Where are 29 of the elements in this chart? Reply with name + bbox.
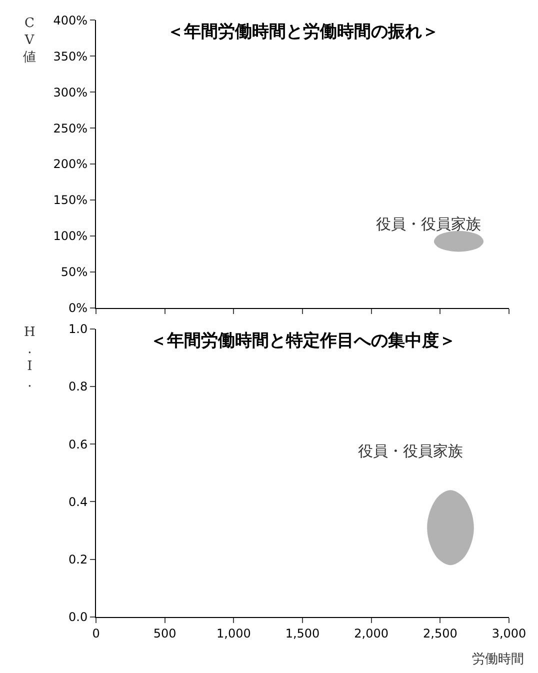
- y-tick-label: 200%: [53, 157, 88, 172]
- y-axis-title: CV値: [23, 16, 36, 65]
- x-tick-label: 0: [92, 626, 100, 640]
- annotation: 役員・役員家族: [358, 442, 463, 460]
- y-axis-title: H.I.: [24, 325, 36, 391]
- x-tick-label: 3,000: [492, 626, 526, 640]
- y-tick-label: 0%: [68, 301, 88, 316]
- x-tick-label: 2,000: [354, 626, 389, 640]
- y-tick-label: 350%: [53, 49, 88, 64]
- x-tick-label: 1,500: [285, 626, 320, 640]
- y-tick-label: 150%: [53, 193, 88, 208]
- x-tick-label: 2,500: [422, 626, 458, 640]
- chart-title: ＜年間労働時間と特定作目への集中度＞: [150, 331, 456, 351]
- y-tick-label: 0.4: [68, 494, 88, 509]
- chart-title: ＜年間労働時間と労働時間の振れ＞: [167, 22, 439, 42]
- y-tick-label: 0.8: [68, 380, 88, 394]
- y-tick-label: 0.0: [68, 610, 88, 624]
- y-tick-label: 1.0: [68, 322, 88, 336]
- annotation: 役員・役員家族: [376, 215, 481, 233]
- y-tick-label: 0.2: [68, 552, 88, 567]
- y-tick-label: 250%: [53, 121, 88, 136]
- y-tick-label: 400%: [53, 13, 88, 28]
- y-tick-label: 50%: [60, 265, 88, 280]
- y-tick-label: 300%: [53, 85, 88, 100]
- x-tick-label: 1,000: [216, 626, 251, 640]
- x-axis-title: 労働時間: [472, 652, 524, 667]
- x-tick-label: 500: [153, 626, 176, 640]
- y-tick-label: 100%: [53, 229, 88, 244]
- y-tick-label: 0.6: [68, 437, 88, 452]
